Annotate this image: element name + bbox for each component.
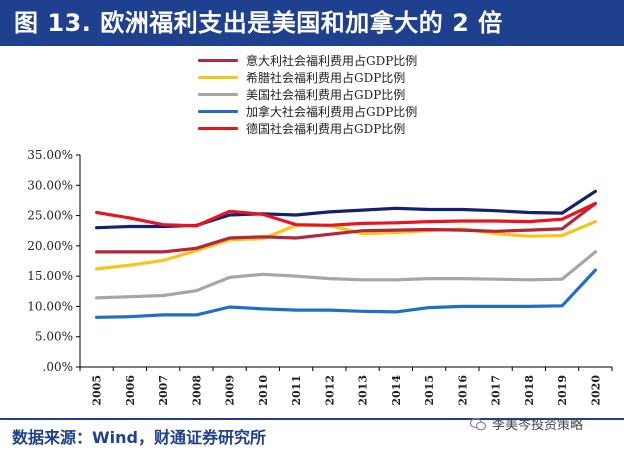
legend-label: 希腊社会福利费用占GDP比例	[246, 71, 406, 85]
x-tick-label: 2019	[556, 375, 569, 406]
x-tick-label: 2006	[124, 375, 137, 406]
legend-item-germany: 德国社会福利费用占GDP比例	[198, 120, 498, 137]
title-bar: 图 13. 欧洲福利支出是美国和加拿大的 2 倍	[0, 0, 624, 46]
x-tick-label: 2008	[190, 375, 203, 406]
legend-label: 意大利社会福利费用占GDP比例	[246, 54, 418, 68]
series-line-usa	[94, 250, 598, 300]
legend-swatch	[198, 127, 238, 130]
x-tick-label: 2005	[91, 375, 104, 406]
x-tick-label: 2013	[357, 375, 370, 406]
x-tick-label: 2010	[257, 375, 270, 406]
x-tick-label: 2015	[423, 375, 436, 406]
legend-label: 美国社会福利费用占GDP比例	[246, 88, 406, 102]
x-tick-label: 2017	[490, 375, 503, 406]
watermark: 李美岑投资策略	[470, 414, 583, 433]
y-tick-label: 30.00%	[27, 178, 73, 192]
y-tick-label: 10.00%	[27, 299, 73, 313]
legend-swatch	[198, 59, 238, 62]
y-tick-label: 25.00%	[27, 209, 73, 223]
y-tick-label: .00%	[43, 360, 74, 374]
x-tick-label: 2007	[157, 375, 170, 406]
legend-item-greece: 希腊社会福利费用占GDP比例	[198, 69, 498, 86]
legend-item-usa: 美国社会福利费用占GDP比例	[198, 86, 498, 103]
series-line-italy	[94, 201, 598, 254]
legend-item-italy: 意大利社会福利费用占GDP比例	[198, 52, 498, 69]
legend-swatch	[198, 93, 238, 96]
x-tick-label: 2011	[290, 375, 303, 406]
footer-divider	[0, 418, 624, 420]
line-chart: 35.00% 30.00% 25.00% 20.00% 15.00% 10.00% 5.00…	[27, 148, 613, 406]
y-tick-label: 15.00%	[27, 269, 73, 283]
chart-legend: 意大利社会福利费用占GDP比例 希腊社会福利费用占GDP比例 美国社会福利费用占GD…	[198, 52, 498, 137]
x-tick-label: 2009	[224, 375, 237, 406]
x-tick-label: 2016	[456, 375, 469, 406]
series-line-greece	[94, 220, 598, 271]
y-tick-label: 20.00%	[27, 239, 73, 253]
x-tick-label: 2012	[323, 375, 336, 406]
y-tick-label: 5.00%	[35, 330, 73, 344]
page-title: 图 13. 欧洲福利支出是美国和加拿大的 2 倍	[14, 9, 503, 37]
x-tick-label: 2018	[523, 375, 536, 406]
series-line-canada	[94, 268, 598, 319]
x-tick-label: 2014	[390, 375, 403, 406]
legend-item-canada: 加拿大社会福利费用占GDP比例	[198, 103, 498, 120]
legend-label: 德国社会福利费用占GDP比例	[246, 122, 406, 136]
wechat-icon	[470, 417, 486, 430]
x-tick-label: 2020	[589, 375, 602, 406]
series-line-germany	[94, 201, 598, 228]
y-tick-label: 35.00%	[27, 148, 73, 162]
source-note: 数据来源：Wind，财通证券研究所	[12, 428, 266, 447]
legend-label: 加拿大社会福利费用占GDP比例	[246, 105, 418, 119]
legend-swatch	[198, 110, 238, 113]
legend-swatch	[198, 76, 238, 79]
watermark-label: 李美岑投资策略	[492, 418, 584, 433]
